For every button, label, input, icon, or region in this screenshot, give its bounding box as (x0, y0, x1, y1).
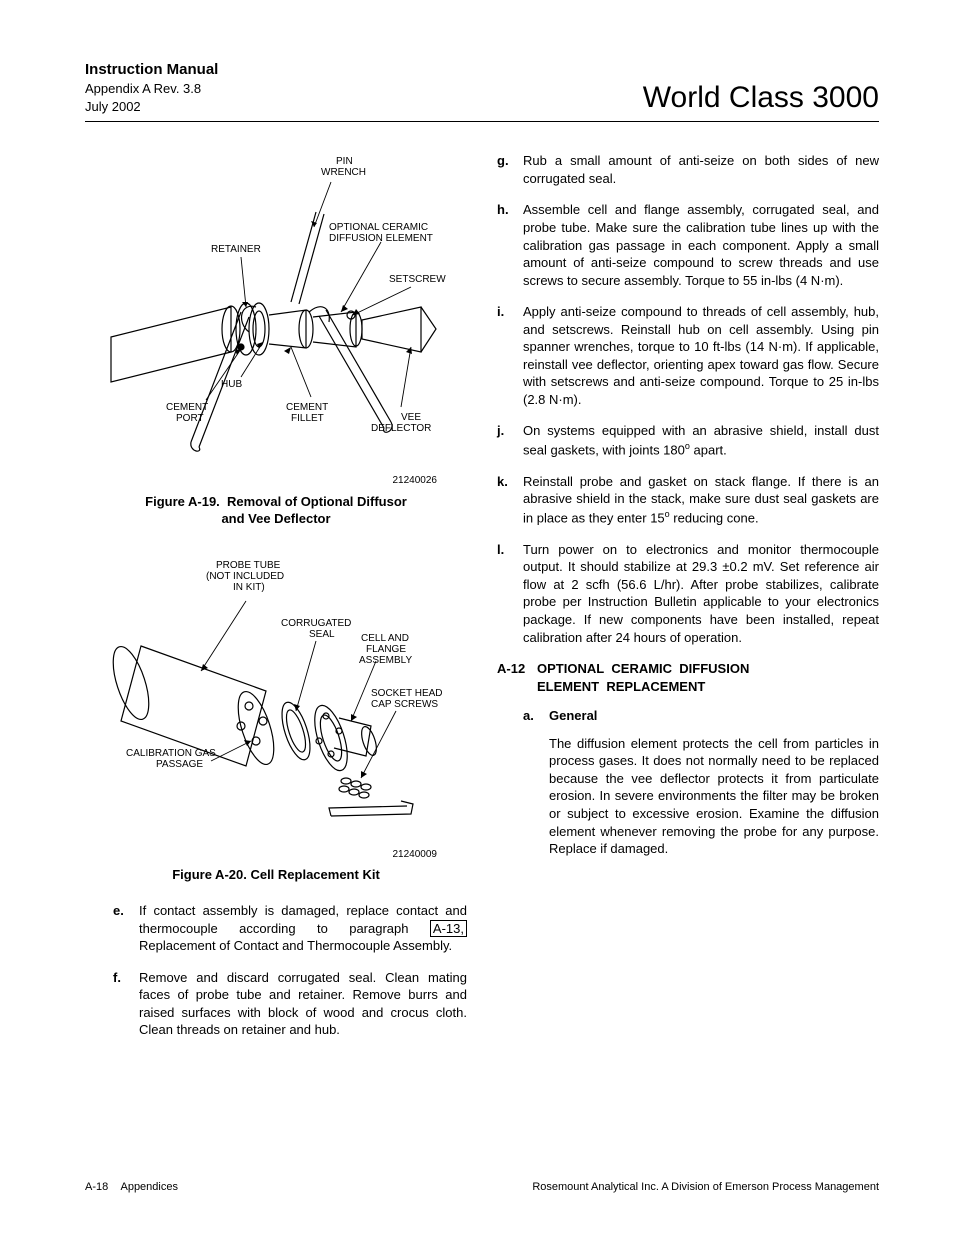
item-text-h: Assemble cell and flange assembly, corru… (523, 201, 879, 289)
product-title: World Class 3000 (643, 81, 879, 115)
item-text-l: Turn power on to electronics and monitor… (523, 541, 879, 646)
list-item-i: i. Apply anti-seize compound to threads … (497, 303, 879, 408)
label-cal-gas: CALIBRATION GASPASSAGE (126, 748, 216, 770)
item-letter: i. (497, 303, 523, 408)
label-retainer: RETAINER (211, 244, 261, 255)
label-socket-head: SOCKET HEADCAP SCREWS (371, 688, 443, 710)
item-text-i: Apply anti-seize compound to threads of … (523, 303, 879, 408)
item-letter: k. (497, 473, 523, 527)
label-corrugated-seal: CORRUGATEDSEAL (281, 618, 351, 640)
figure-a20-caption: Figure A-20. Cell Replacement Kit (85, 867, 467, 884)
label-hub: HUB (221, 379, 242, 390)
section-a12-body: a. General The diffusion element protect… (497, 707, 879, 857)
figure-a19-number: 21240026 (85, 474, 467, 488)
item-text-g: Rub a small amount of anti-seize on both… (523, 152, 879, 187)
list-item-j: j. On systems equipped with an abrasive … (497, 422, 879, 458)
figure-a19-caption: Figure A-19. Removal of Optional Diffuso… (85, 494, 467, 528)
header-left: Instruction Manual Appendix A Rev. 3.8 J… (85, 60, 218, 115)
label-optional-ceramic: OPTIONAL CERAMICDIFFUSION ELEMENT (329, 222, 433, 244)
list-item-e: e. If contact assembly is damaged, repla… (85, 902, 467, 955)
page-footer: A-18 Appendices Rosemount Analytical Inc… (85, 1181, 879, 1193)
item-letter: g. (497, 152, 523, 187)
header-date: July 2002 (85, 98, 218, 116)
subsection-a-text: The diffusion element protects the cell … (523, 735, 879, 858)
item-letter: e. (113, 902, 139, 955)
page-header: Instruction Manual Appendix A Rev. 3.8 J… (85, 60, 879, 122)
section-a12-head: A-12 OPTIONAL CERAMIC DIFFUSION ELEMENT … (497, 660, 879, 695)
figure-a19: PINWRENCH RETAINER OPTIONAL CERAMICDIFFU… (85, 152, 467, 527)
content-columns: PINWRENCH RETAINER OPTIONAL CERAMICDIFFU… (85, 152, 879, 1053)
item-text-k: Reinstall probe and gasket on stack flan… (523, 473, 879, 527)
list-item-g: g. Rub a small amount of anti-seize on b… (497, 152, 879, 187)
label-cement-port: CEMENTPORT (166, 402, 208, 424)
item-text-f: Remove and discard corrugated seal. Clea… (139, 969, 467, 1039)
list-item-l: l. Turn power on to electronics and moni… (497, 541, 879, 646)
list-item-k: k. Reinstall probe and gasket on stack f… (497, 473, 879, 527)
list-item-h: h. Assemble cell and flange assembly, co… (497, 201, 879, 289)
figure-a19-svg: PINWRENCH RETAINER OPTIONAL CERAMICDIFFU… (91, 152, 461, 472)
label-vee-deflector: VEEDEFLECTOR (371, 412, 431, 434)
manual-title: Instruction Manual (85, 60, 218, 80)
left-column: PINWRENCH RETAINER OPTIONAL CERAMICDIFFU… (85, 152, 467, 1053)
label-pin-wrench: PINWRENCH (321, 156, 366, 178)
right-column: g. Rub a small amount of anti-seize on b… (497, 152, 879, 1053)
footer-right: Rosemount Analytical Inc. A Division of … (532, 1181, 879, 1193)
figure-a20-number: 21240009 (85, 848, 467, 862)
label-setscrew: SETSCREW (389, 274, 446, 285)
footer-left: A-18 Appendices (85, 1181, 178, 1193)
label-cement-fillet: CEMENTFILLET (286, 402, 328, 424)
appendix-rev: Appendix A Rev. 3.8 (85, 80, 218, 98)
figure-a20: PROBE TUBE(NOT INCLUDEDIN KIT) CORRUGATE… (85, 546, 467, 884)
label-probe-tube: PROBE TUBE(NOT INCLUDEDIN KIT) (206, 560, 284, 593)
link-a13[interactable]: A-13, (430, 920, 467, 937)
subsection-a-head: a. General (523, 707, 879, 725)
item-letter: f. (113, 969, 139, 1039)
item-text-e: If contact assembly is damaged, replace … (139, 902, 467, 955)
list-item-f: f. Remove and discard corrugated seal. C… (85, 969, 467, 1039)
sub-letter: a. (523, 707, 549, 725)
sub-title: General (549, 707, 597, 725)
figure-a20-svg: PROBE TUBE(NOT INCLUDEDIN KIT) CORRUGATE… (91, 546, 461, 846)
section-number: A-12 (497, 660, 537, 695)
section-title: OPTIONAL CERAMIC DIFFUSION ELEMENT REPLA… (537, 660, 879, 695)
item-letter: j. (497, 422, 523, 458)
item-letter: h. (497, 201, 523, 289)
item-text-j: On systems equipped with an abrasive shi… (523, 422, 879, 458)
label-cell-flange: CELL ANDFLANGEASSEMBLY (359, 633, 412, 666)
item-letter: l. (497, 541, 523, 646)
